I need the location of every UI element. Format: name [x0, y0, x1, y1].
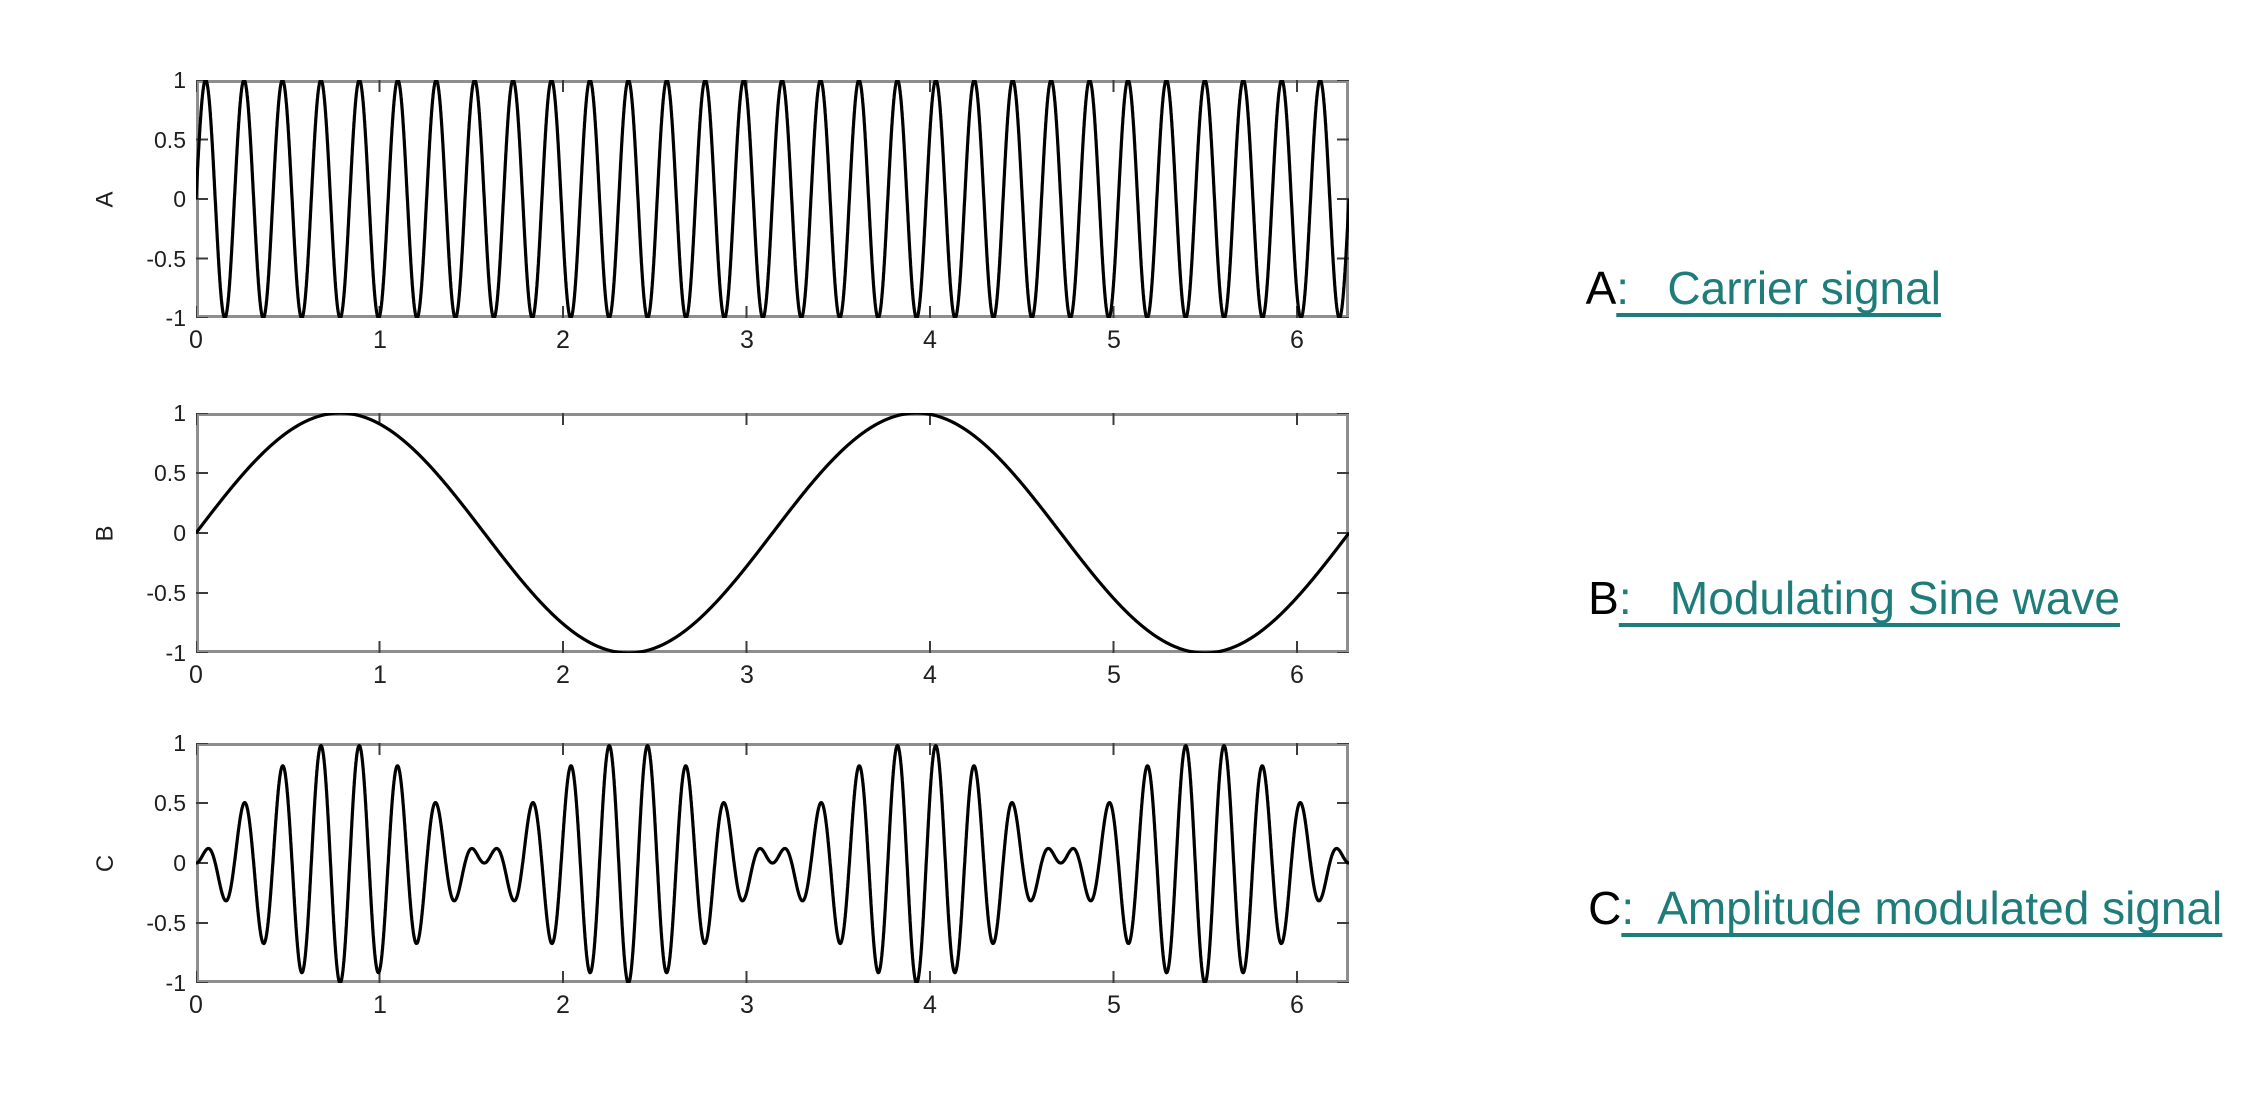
y-tick-label: 0 — [173, 186, 186, 212]
x-tick-label: 3 — [740, 661, 754, 689]
y-tick-label: 1 — [173, 730, 186, 756]
x-tick-label: 6 — [1290, 326, 1304, 354]
x-tick-label: 4 — [923, 991, 937, 1019]
axis-tick-marks — [195, 742, 1349, 984]
x-tick-label: 1 — [373, 991, 387, 1019]
annotation-modulating: B: Modulating Sine wave — [1537, 516, 2120, 682]
y-tick-label: 0.5 — [154, 127, 186, 153]
x-tick-label: 6 — [1290, 661, 1304, 689]
plot-canvas-A — [194, 78, 1351, 320]
x-tick-label: 2 — [556, 661, 570, 689]
annotation-text: : Amplitude modulated signal — [1621, 882, 2223, 935]
y-tick-label: 0 — [173, 520, 186, 546]
waveform-B — [194, 411, 1351, 655]
y-tick-label: -0.5 — [146, 246, 186, 272]
y-tick-label: 1 — [173, 67, 186, 93]
y-tick-label: 0.5 — [154, 790, 186, 816]
y-tick-label: -1 — [165, 305, 186, 331]
annotation-carrier: A: Carrier signal — [1537, 206, 1941, 372]
x-tick-label: 4 — [923, 326, 937, 354]
x-tick-label: 5 — [1107, 991, 1121, 1019]
chart-carrier-signal: A 0 1 2 3 4 5 6 1 0.5 0 -0.5 -1 — [92, 67, 1351, 354]
waveform-A — [194, 78, 1351, 320]
y-axis-title: B — [91, 524, 119, 542]
y-tick-label: 1 — [173, 400, 186, 426]
x-tick-label: 6 — [1290, 991, 1304, 1019]
y-tick-label: 0 — [173, 850, 186, 876]
x-tick-label: 4 — [923, 661, 937, 689]
x-tick-label: 0 — [189, 326, 203, 354]
x-tick-label: 3 — [740, 991, 754, 1019]
x-tick-label: 5 — [1107, 326, 1121, 354]
x-tick-label: 0 — [189, 661, 203, 689]
annotation-letter: B — [1588, 572, 1619, 625]
x-tick-label: 5 — [1107, 661, 1121, 689]
y-tick-label: -1 — [165, 640, 186, 666]
chart-am-signal: C 0 1 2 3 4 5 6 1 0.5 0 -0.5 -1 — [92, 730, 1351, 1019]
annotation-letter: A — [1585, 262, 1617, 315]
axis-tick-marks — [195, 412, 1349, 654]
plot-canvas-B — [194, 411, 1351, 655]
annotation-letter: C — [1588, 882, 1622, 935]
y-tick-label: 0.5 — [154, 460, 186, 486]
x-tick-label: 1 — [373, 661, 387, 689]
y-axis-title: C — [92, 853, 119, 873]
y-tick-label: -0.5 — [146, 910, 186, 936]
annotation-panel: A: Carrier signal B: Modulating Sine wav… — [1537, 0, 2244, 1104]
x-tick-label: 2 — [556, 991, 570, 1019]
plot-canvas-C — [194, 742, 1351, 985]
x-tick-label: 0 — [189, 991, 203, 1019]
y-tick-label: -0.5 — [146, 580, 186, 606]
plot-area-modulating — [194, 411, 1351, 655]
plot-area-am — [194, 742, 1351, 985]
y-tick-label: -1 — [165, 970, 186, 996]
annotation-text: : Carrier signal — [1616, 262, 1941, 315]
x-tick-label: 1 — [373, 326, 387, 354]
waveform-C — [194, 744, 1351, 985]
plot-area-carrier — [194, 78, 1351, 320]
figure-panel: A 0 1 2 3 4 5 6 1 0.5 0 -0.5 -1 B 0 1 2 3 4 5 6 1 0.5 0 -0.5 -… — [92, 67, 1351, 1019]
annotation-text: : Modulating Sine wave — [1618, 572, 2120, 625]
y-axis-title: A — [91, 190, 119, 208]
chart-modulating-sine: B 0 1 2 3 4 5 6 1 0.5 0 -0.5 -1 — [92, 400, 1351, 689]
annotation-am: C: Amplitude modulated signal — [1537, 826, 2222, 992]
x-tick-label: 3 — [740, 326, 754, 354]
x-tick-label: 2 — [556, 326, 570, 354]
